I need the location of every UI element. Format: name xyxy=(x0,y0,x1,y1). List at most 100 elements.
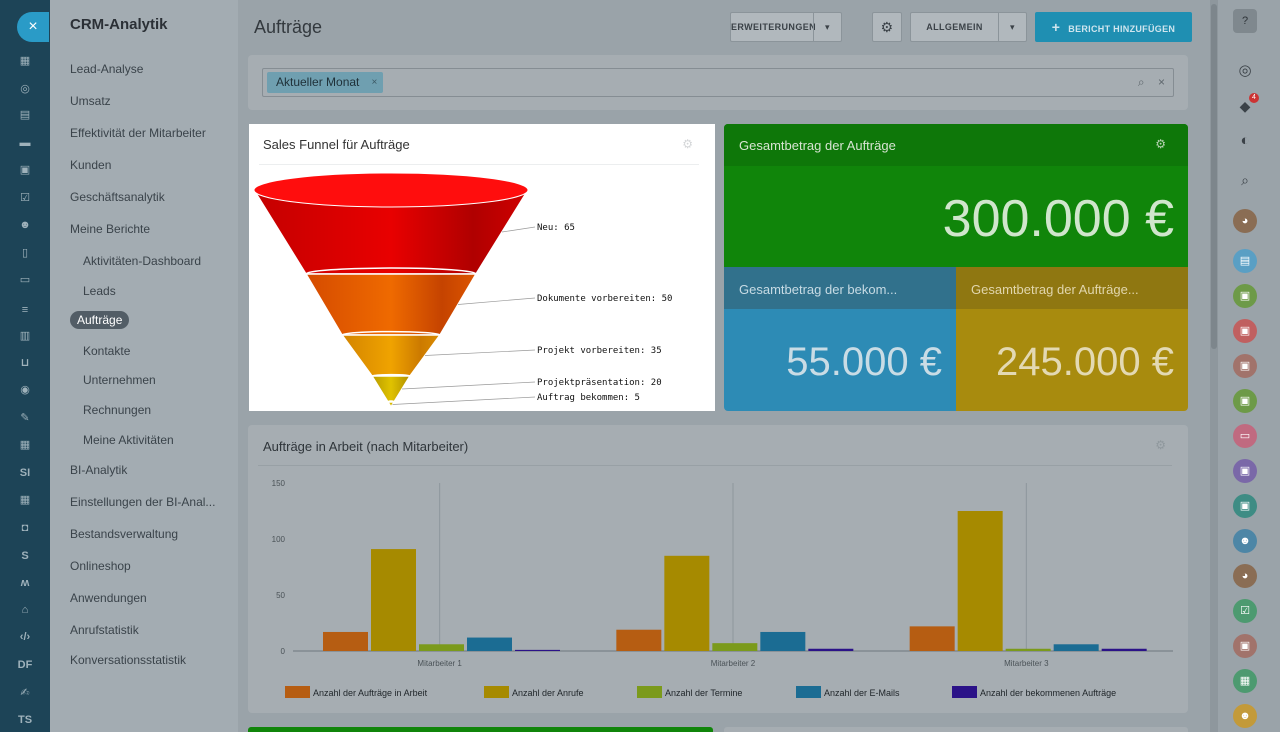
sidebar-item[interactable]: Einstellungen der BI-Anal... xyxy=(70,495,216,509)
sidebar-item[interactable]: BI-Analytik xyxy=(70,463,128,477)
lock-icon[interactable]: ▣ xyxy=(1233,634,1257,658)
x-tick-label: Mitarbeiter 1 xyxy=(417,659,462,668)
sidebar-item[interactable]: Anwendungen xyxy=(70,591,147,605)
sidebar-item[interactable]: Umsatz xyxy=(70,94,111,108)
rail-item-si[interactable]: SI xyxy=(19,467,31,479)
brand-icon[interactable]: ʍ xyxy=(20,577,30,589)
sidebar-item[interactable]: Aktivitäten-Dashboard xyxy=(83,254,202,268)
lock-icon[interactable]: ▣ xyxy=(1233,389,1257,413)
bar[interactable] xyxy=(616,629,662,651)
bar[interactable] xyxy=(909,626,955,651)
filter-tag[interactable]: Aktueller Monat × xyxy=(267,72,384,93)
bar[interactable] xyxy=(712,643,758,651)
extensions-button[interactable]: ERWEITERUNGEN ▾ xyxy=(730,12,842,42)
scrollbar[interactable] xyxy=(1210,0,1218,732)
sidebar-item[interactable]: Kunden xyxy=(70,158,112,172)
extensions-dropdown-caret[interactable]: ▾ xyxy=(813,13,841,41)
chat-bubble-icon[interactable]: ▤ xyxy=(1233,249,1257,273)
sidebar-item[interactable]: Lead-Analyse xyxy=(70,62,144,76)
filter-input[interactable]: Aktueller Monat × ⌕ × xyxy=(262,68,1174,97)
filter-panel: Aktueller Monat × ⌕ × xyxy=(248,55,1188,110)
chat-icon[interactable]: ▬ xyxy=(19,137,31,149)
sidebar-item[interactable]: Geschäftsanalytik xyxy=(70,190,165,204)
bar[interactable] xyxy=(664,555,710,651)
gear-icon[interactable]: ⚙ xyxy=(682,137,693,151)
sign-icon[interactable]: ✎ xyxy=(20,412,30,424)
lock-icon[interactable]: ▣ xyxy=(1233,494,1257,518)
avatar[interactable]: ◕ xyxy=(1233,209,1257,233)
bar[interactable] xyxy=(323,631,368,651)
sidebar-item-auftraege[interactable]: Aufträge xyxy=(70,311,130,329)
general-button[interactable]: ALLGEMEIN ▾ xyxy=(910,12,1027,42)
target-icon[interactable]: ◉ xyxy=(20,384,30,396)
gear-icon[interactable]: ⚙ xyxy=(1155,137,1166,151)
bar[interactable] xyxy=(371,549,416,651)
settings-button[interactable]: ⚙ xyxy=(872,12,902,42)
calendar-icon[interactable]: ▣ xyxy=(19,164,31,176)
robot-icon[interactable]: ◘ xyxy=(21,522,29,534)
cart-icon[interactable]: ⊔ xyxy=(20,357,30,369)
bar[interactable] xyxy=(1101,648,1147,651)
lock-icon[interactable]: ▣ xyxy=(1233,459,1257,483)
group-icon[interactable]: ☻ xyxy=(1233,704,1257,728)
copilot-icon[interactable]: ◎ xyxy=(1238,62,1252,79)
bar[interactable] xyxy=(957,511,1003,651)
search-icon[interactable]: ⌕ xyxy=(1241,172,1249,188)
sidebar-item[interactable]: Effektivität der Mitarbeiter xyxy=(70,126,206,140)
rail-item-ts[interactable]: TS xyxy=(17,714,33,726)
sidebar-item[interactable]: Konversationsstatistik xyxy=(70,653,187,667)
grid-icon[interactable]: ▦ xyxy=(19,494,31,506)
lock-icon[interactable]: ▣ xyxy=(1233,354,1257,378)
sidebar-item[interactable]: Bestandsverwaltung xyxy=(70,527,179,541)
close-menu-button[interactable]: × xyxy=(17,12,49,42)
home-icon[interactable]: ▦ xyxy=(19,55,31,67)
code-icon[interactable]: ‹/› xyxy=(19,631,31,643)
document-icon[interactable]: ▯ xyxy=(21,247,29,259)
contact-card-icon[interactable]: ▦ xyxy=(19,439,31,451)
sidebar-item[interactable]: Meine Aktivitäten xyxy=(83,433,174,447)
calendar-icon[interactable]: ▦ xyxy=(1233,669,1257,693)
bar[interactable] xyxy=(467,637,512,651)
lock-icon[interactable]: ▣ xyxy=(1233,284,1257,308)
bar[interactable] xyxy=(419,644,464,651)
filter-tag-remove-icon[interactable]: × xyxy=(371,77,378,88)
general-dropdown-caret[interactable]: ▾ xyxy=(998,13,1026,41)
bar[interactable] xyxy=(808,648,854,651)
contact-card-icon[interactable]: ▭ xyxy=(1233,424,1257,448)
bar[interactable] xyxy=(1005,648,1051,651)
clear-icon[interactable]: × xyxy=(1157,75,1165,89)
rail-item-s[interactable]: S xyxy=(21,550,29,562)
search-icon[interactable]: ⌕ xyxy=(1137,75,1145,89)
bar[interactable] xyxy=(760,631,806,651)
sidebar-item[interactable]: Kontakte xyxy=(83,344,131,358)
checkbox-icon[interactable]: ☑ xyxy=(20,192,30,204)
sidebar-item[interactable]: Meine Berichte xyxy=(70,222,151,236)
bar[interactable] xyxy=(515,649,560,651)
bar[interactable] xyxy=(1053,644,1099,651)
group-icon[interactable]: ☻ xyxy=(19,219,31,231)
drive-icon[interactable]: ▭ xyxy=(19,274,31,286)
filter-icon[interactable]: ≡ xyxy=(21,304,29,316)
add-report-button[interactable]: + BERICHT HINZUFÜGEN xyxy=(1035,12,1192,42)
checkbox-icon[interactable]: ☑ xyxy=(1233,599,1257,623)
sidebar-item[interactable]: Onlineshop xyxy=(70,559,131,573)
sidebar-item[interactable]: Rechnungen xyxy=(83,403,152,417)
sidebar-item[interactable]: Unternehmen xyxy=(83,373,156,387)
sidebar-item[interactable]: Anrufstatistik xyxy=(70,623,139,637)
scrollbar-thumb[interactable] xyxy=(1211,4,1217,349)
bell-icon[interactable]: ◆ xyxy=(1239,98,1251,114)
avatar[interactable]: ◕ xyxy=(1233,564,1257,588)
analytics-icon[interactable]: ▥ xyxy=(19,330,31,342)
messenger-icon[interactable]: ◐ xyxy=(1240,132,1250,149)
group-icon[interactable]: ☻ xyxy=(1233,529,1257,553)
feed-icon[interactable]: ▤ xyxy=(19,109,31,121)
help-icon[interactable]: ? xyxy=(1233,9,1257,33)
edit-icon[interactable]: ✍ xyxy=(20,687,30,699)
gear-icon[interactable]: ⚙ xyxy=(1155,438,1166,452)
lock-icon[interactable]: ▣ xyxy=(1233,319,1257,343)
bank-icon[interactable]: ⌂ xyxy=(21,604,29,616)
tasks-icon[interactable]: ◎ xyxy=(20,83,30,95)
sales-funnel-title: Sales Funnel für Aufträge xyxy=(263,137,410,152)
rail-item-df[interactable]: DF xyxy=(17,659,33,671)
sidebar-item[interactable]: Leads xyxy=(83,284,116,298)
